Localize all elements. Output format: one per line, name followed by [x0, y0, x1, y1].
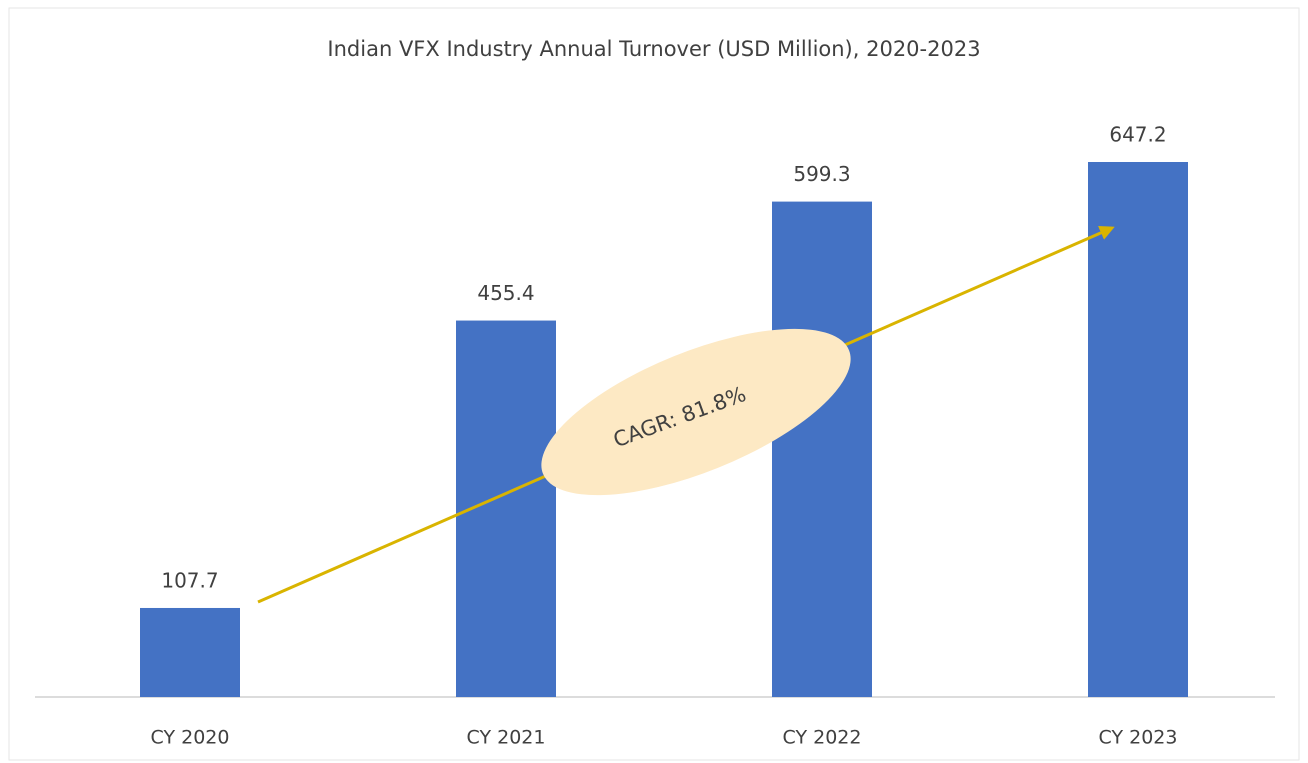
data-label: 647.2	[1109, 123, 1166, 147]
x-tick-label: CY 2023	[1099, 727, 1178, 749]
data-label: 455.4	[477, 281, 534, 305]
chart-title: Indian VFX Industry Annual Turnover (USD…	[327, 37, 980, 61]
data-label: 599.3	[793, 162, 850, 186]
bar	[140, 607, 240, 697]
annotation-group: CAGR: 81.8%	[257, 225, 1115, 604]
x-tick-label: CY 2020	[151, 727, 230, 749]
data-label: 107.7	[161, 568, 218, 592]
bar	[772, 201, 872, 697]
annotation-ellipse	[541, 328, 851, 496]
bar	[1088, 162, 1188, 697]
x-tick-label: CY 2021	[467, 727, 546, 749]
x-tick-label: CY 2022	[783, 727, 862, 749]
